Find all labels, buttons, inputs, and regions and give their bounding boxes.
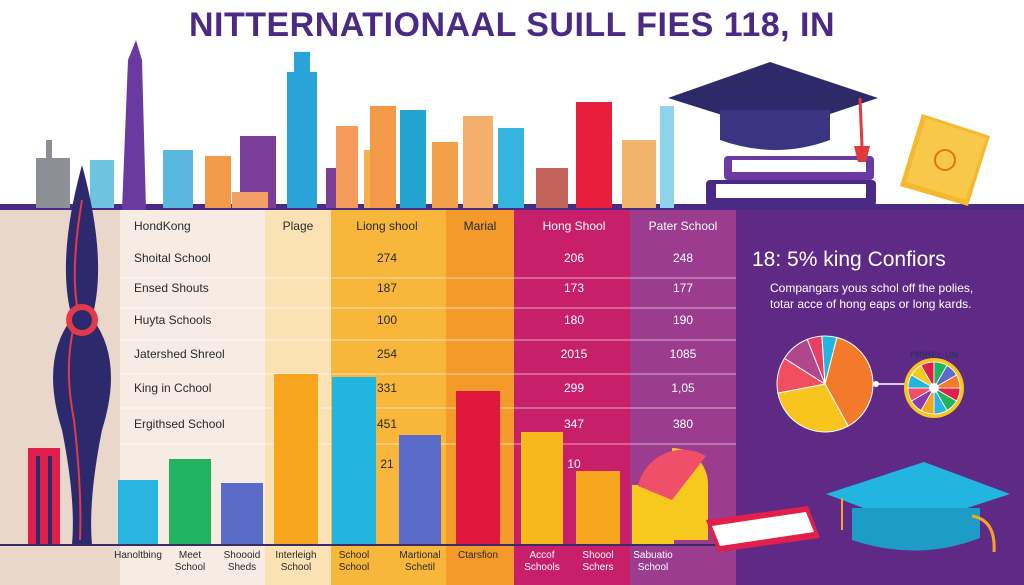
table-row: Huyta Schools 100 180 190 [120,313,736,341]
pie-slice [821,335,838,385]
column-header: Pater School [649,219,718,233]
table-row: Jatershed Shreol 254 2015 1085 [120,347,736,375]
side-panel-text-2: totar acce of hong eaps or long kards. [770,297,971,311]
row-header-label: HondKong [134,219,191,233]
bar-label: School [339,562,370,573]
bar-label: School [638,562,669,573]
row-label: King in Cchool [134,381,211,395]
bar-chart [118,374,674,545]
table-cell: 1,05 [671,381,695,395]
bar-2 [221,483,263,545]
table-cell: 347 [564,417,584,431]
bar-label: Accof [529,550,554,561]
column-header: Liong shool [356,219,417,233]
graduation-cap-icon [668,62,878,162]
table-cell: 331 [377,381,397,395]
table-cell: 380 [673,417,693,431]
wheel-slice [932,374,961,389]
page-title: NITTERNATIONAAL SUILL FIES 118, IN [188,6,836,44]
table-row: Shoital School 274 206 248 [120,251,736,279]
pie-connector-dot [873,381,879,387]
table-cell: 274 [377,251,397,265]
pie-slice [824,336,874,427]
table-cell: 21 [380,457,394,471]
bar-5 [399,435,441,545]
city-skyline [36,40,674,210]
table-cell: 1085 [670,347,697,361]
bar-category-labels: Hanoltbing MeetSchoolShoooidShedsInterlei… [114,550,673,573]
bar-label: Interleigh [275,550,316,561]
blue-graduation-cap-icon [826,462,1010,553]
table-cell: 2015 [561,347,588,361]
bar-3 [274,374,318,545]
table-cell: 187 [377,281,397,295]
bar-label: Schers [582,562,613,573]
table-row: King in Cchool 331 299 1,05 [120,381,736,409]
table-cell: 10 [567,457,581,471]
bar-8 [576,471,620,545]
bar-label: Meet [179,550,201,561]
bar-label: Sheds [228,562,256,573]
wheel-label: PRIBEL UN [910,350,958,360]
row-label: Jatershed Shreol [134,347,225,361]
table-cell: 177 [673,281,693,295]
bar-label: Ctarsfion [458,550,498,561]
column-headers: Plage Liong shool Marial Hong Shool Pater Sc… [283,219,718,233]
side-panel-text-1: Compangars yous schol off the polies, [770,281,973,295]
table-cell: 299 [564,381,584,395]
side-panel-heading: 18: 5% king Confiors [752,248,946,271]
bar-label: School [281,562,312,573]
bar-label: Martional [399,550,440,561]
books-stack-icon [706,156,876,206]
table-row: Ensed Shouts 187 173 177 [120,281,736,309]
row-label: Ensed Shouts [134,281,209,295]
bar-label: Schetil [405,562,435,573]
bar-label: Hanoltbing [114,550,162,561]
table-cell: 190 [673,313,693,327]
data-table: Shoital School 274 206 248 Ensed Shouts 187 17… [120,251,736,471]
column-header: Marial [464,219,497,233]
pie-slice [777,383,849,433]
bar-label: Schools [524,562,560,573]
prize-wheel-icon [904,358,964,418]
bar-label: School [339,550,370,561]
row-label: Ergithsed School [134,417,225,431]
table-row: 21 10 [380,457,581,471]
bar-label: Shoooid [224,550,261,561]
table-cell: 173 [564,281,584,295]
table-cell: 254 [377,347,397,361]
notebook-icon [900,114,990,206]
table-cell: 180 [564,313,584,327]
bar-0 [118,480,158,545]
bar-6 [456,391,500,545]
table-cell: 100 [377,313,397,327]
bar-label: Sabuatio [633,550,673,561]
red-book-icon [706,506,820,552]
row-label: Huyta Schools [134,313,211,327]
row-label: Shoital School [134,251,211,265]
bar-4 [332,377,376,545]
table-cell: 206 [564,251,584,265]
pie-chart [776,335,874,433]
bar-label: Shoool [582,550,613,561]
column-header: Plage [283,219,314,233]
table-cell: 451 [377,417,397,431]
column-header: Hong Shool [543,219,606,233]
bar-label: School [175,562,206,573]
bar-7 [521,432,563,545]
bar-1 [169,459,211,545]
ornamental-tower-icon [28,165,111,545]
table-cell: 248 [673,251,693,265]
half-pie-decoration [638,448,708,540]
